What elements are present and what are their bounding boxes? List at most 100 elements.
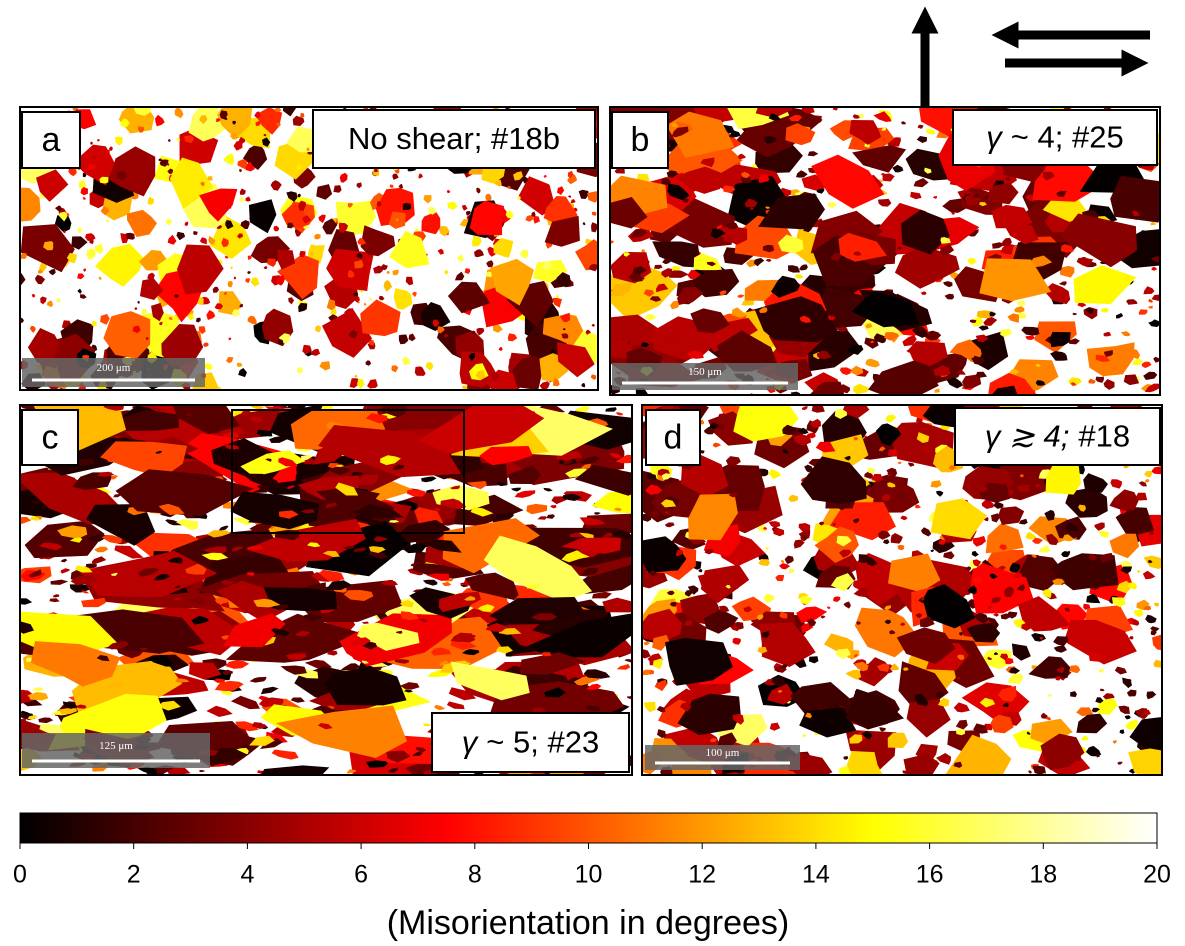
grain <box>300 113 305 118</box>
grain <box>471 331 476 335</box>
grain <box>809 656 819 664</box>
grain <box>642 608 683 643</box>
grain <box>552 378 560 387</box>
grain <box>207 176 213 181</box>
grain <box>188 313 195 321</box>
grain <box>544 687 566 698</box>
grain <box>587 190 598 203</box>
grain <box>447 201 458 210</box>
grain <box>591 222 598 233</box>
grain <box>60 568 71 574</box>
grain <box>570 199 576 203</box>
grain <box>91 320 97 327</box>
grain <box>827 202 837 208</box>
grain <box>567 173 578 185</box>
grain <box>978 486 988 492</box>
grain <box>1129 716 1162 755</box>
grain <box>765 547 769 550</box>
grain <box>147 196 154 205</box>
colorbar <box>19 812 1158 844</box>
grain <box>781 664 788 669</box>
grain <box>1064 607 1071 612</box>
grain <box>991 204 1033 229</box>
grain <box>901 209 950 255</box>
grain <box>688 175 702 186</box>
grain <box>846 751 883 775</box>
grain <box>134 307 138 310</box>
grain <box>447 281 491 314</box>
grain <box>239 303 243 308</box>
grain <box>687 350 704 359</box>
grain <box>246 572 255 576</box>
grain <box>141 308 148 315</box>
grain <box>365 413 388 424</box>
grain <box>588 263 598 272</box>
grain <box>561 550 590 563</box>
grain <box>357 474 379 485</box>
grain <box>853 383 870 395</box>
grain <box>972 317 984 327</box>
grain <box>496 481 508 487</box>
grain <box>551 496 567 505</box>
grain <box>1007 313 1019 323</box>
grain <box>1151 266 1158 271</box>
grain <box>330 466 351 475</box>
grain <box>1151 294 1160 302</box>
grain <box>777 234 804 254</box>
grain <box>759 622 816 667</box>
grain <box>263 133 267 137</box>
grain <box>725 221 739 230</box>
grain <box>438 225 450 237</box>
grain <box>757 646 768 654</box>
grain <box>203 363 213 371</box>
grain <box>924 167 932 174</box>
grain <box>815 441 836 453</box>
grain <box>1070 691 1077 698</box>
grain <box>652 241 702 268</box>
grain <box>77 288 82 294</box>
caption-symbol: γ ≳ 4; <box>985 419 1070 454</box>
grain <box>81 597 106 608</box>
grain <box>1069 338 1080 345</box>
grain <box>1073 265 1137 305</box>
grain <box>80 187 88 196</box>
grain <box>212 286 219 293</box>
grain <box>62 701 78 709</box>
grain <box>788 494 799 502</box>
grain <box>360 299 401 337</box>
grain <box>462 649 480 656</box>
grain <box>881 173 886 176</box>
grain <box>957 369 966 375</box>
grain <box>1107 703 1112 708</box>
grain <box>343 590 374 601</box>
caption: No shear; #18b <box>348 121 560 156</box>
grain <box>80 294 87 299</box>
grain <box>398 183 404 189</box>
grain <box>1008 667 1021 674</box>
grain <box>710 738 717 743</box>
grain <box>845 688 904 730</box>
grain <box>412 751 423 756</box>
grain <box>1122 677 1132 689</box>
grain <box>357 378 365 389</box>
grain <box>27 715 38 720</box>
grain <box>47 300 54 308</box>
grain <box>632 266 647 275</box>
grain <box>1153 356 1160 363</box>
grain <box>801 107 815 114</box>
grain <box>290 697 305 703</box>
grain <box>692 268 740 298</box>
grain <box>184 221 189 227</box>
grain <box>240 450 306 477</box>
grain <box>935 691 944 698</box>
grain <box>1061 551 1070 558</box>
grain <box>531 707 547 713</box>
grain <box>389 230 430 269</box>
grain <box>1028 656 1071 679</box>
grain <box>265 458 272 462</box>
grain <box>1017 484 1030 493</box>
grain <box>1072 312 1078 316</box>
grain <box>1143 605 1152 611</box>
grain <box>119 118 130 128</box>
grain <box>158 158 162 161</box>
